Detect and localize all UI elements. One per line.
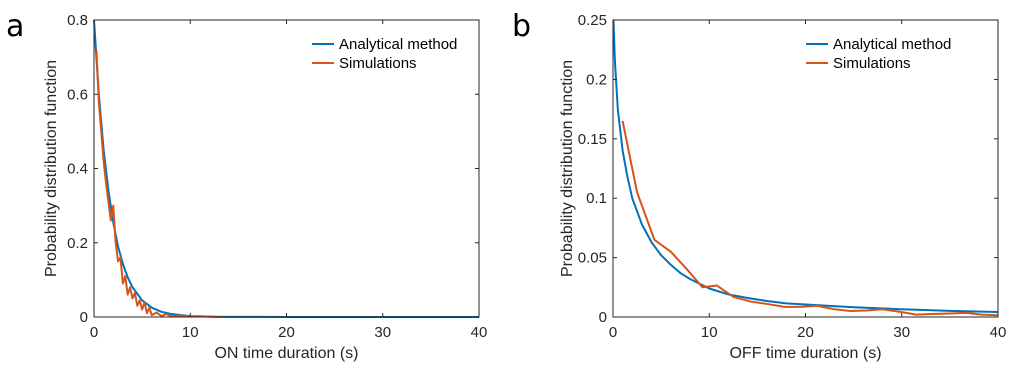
panel-letter-b: b xyxy=(512,9,531,44)
y-tick-label-a: 0.2 xyxy=(67,235,88,252)
y-axis-label-a: Probability distribution function xyxy=(43,60,60,277)
series-line-simulations-a xyxy=(95,49,223,318)
x-axis-label-b: OFF time duration (s) xyxy=(729,345,881,362)
series-group-b xyxy=(612,19,999,317)
series-line-simulations-b xyxy=(621,120,999,317)
legend-label-analytical-b: Analytical method xyxy=(833,36,951,53)
x-axis-label-a: ON time duration (s) xyxy=(214,345,358,362)
legend-label-simulations-a: Simulations xyxy=(339,55,417,72)
x-tick-label-b: 20 xyxy=(797,324,814,341)
plot-area-a: 0 10 20 30 40 0 0.2 0.4 0.6 0.8 xyxy=(67,12,487,341)
y-tick-label-a: 0.4 xyxy=(67,161,88,178)
legend-b: Analytical method Simulations xyxy=(806,36,951,72)
x-tick-label-a: 10 xyxy=(182,324,199,341)
panel-letter-a: a xyxy=(6,9,24,44)
x-tick-label-a: 20 xyxy=(278,324,295,341)
panel-b: b 0 10 20 30 40 0 0.05 0.1 0.15 0.2 0.25 OFF time … xyxy=(512,9,1006,362)
y-tick-label-b: 0.15 xyxy=(578,131,607,148)
x-tick-label-a: 30 xyxy=(374,324,391,341)
axes-box-b xyxy=(612,19,999,318)
legend-label-simulations-b: Simulations xyxy=(833,55,911,72)
legend-label-analytical-a: Analytical method xyxy=(339,36,457,53)
y-tick-label-a: 0.8 xyxy=(67,12,88,29)
y-tick-label-b: 0.1 xyxy=(586,190,607,207)
x-tick-label-a: 40 xyxy=(471,324,488,341)
x-tick-label-b: 0 xyxy=(609,324,617,341)
x-tick-label-a: 0 xyxy=(90,324,98,341)
series-group-a xyxy=(93,19,479,318)
legend-a: Analytical method Simulations xyxy=(312,36,457,72)
y-tick-label-a: 0 xyxy=(80,309,88,326)
x-tick-label-b: 30 xyxy=(893,324,910,341)
y-tick-label-b: 0 xyxy=(599,309,607,326)
y-axis-label-b: Probability distribution function xyxy=(559,60,576,277)
plot-area-b: 0 10 20 30 40 0 0.05 0.1 0.15 0.2 0.25 xyxy=(578,12,1007,341)
y-tick-label-b: 0.05 xyxy=(578,250,607,267)
axes-box-a xyxy=(93,19,480,318)
ticks-group-b: 0 10 20 30 40 0 0.05 0.1 0.15 0.2 0.25 xyxy=(578,12,1007,341)
y-tick-label-b: 0.2 xyxy=(586,71,607,88)
y-tick-label-a: 0.6 xyxy=(67,86,88,103)
y-tick-label-b: 0.25 xyxy=(578,12,607,29)
x-tick-label-b: 10 xyxy=(701,324,718,341)
series-line-analytical-method-a xyxy=(93,19,479,318)
panel-a: a 0 10 20 30 40 0 0.2 0.4 0.6 0.8 ON time duratio… xyxy=(6,9,487,362)
x-tick-label-b: 40 xyxy=(990,324,1007,341)
series-line-analytical-method-b xyxy=(612,19,999,314)
ticks-group-a: 0 10 20 30 40 0 0.2 0.4 0.6 0.8 xyxy=(67,12,487,341)
